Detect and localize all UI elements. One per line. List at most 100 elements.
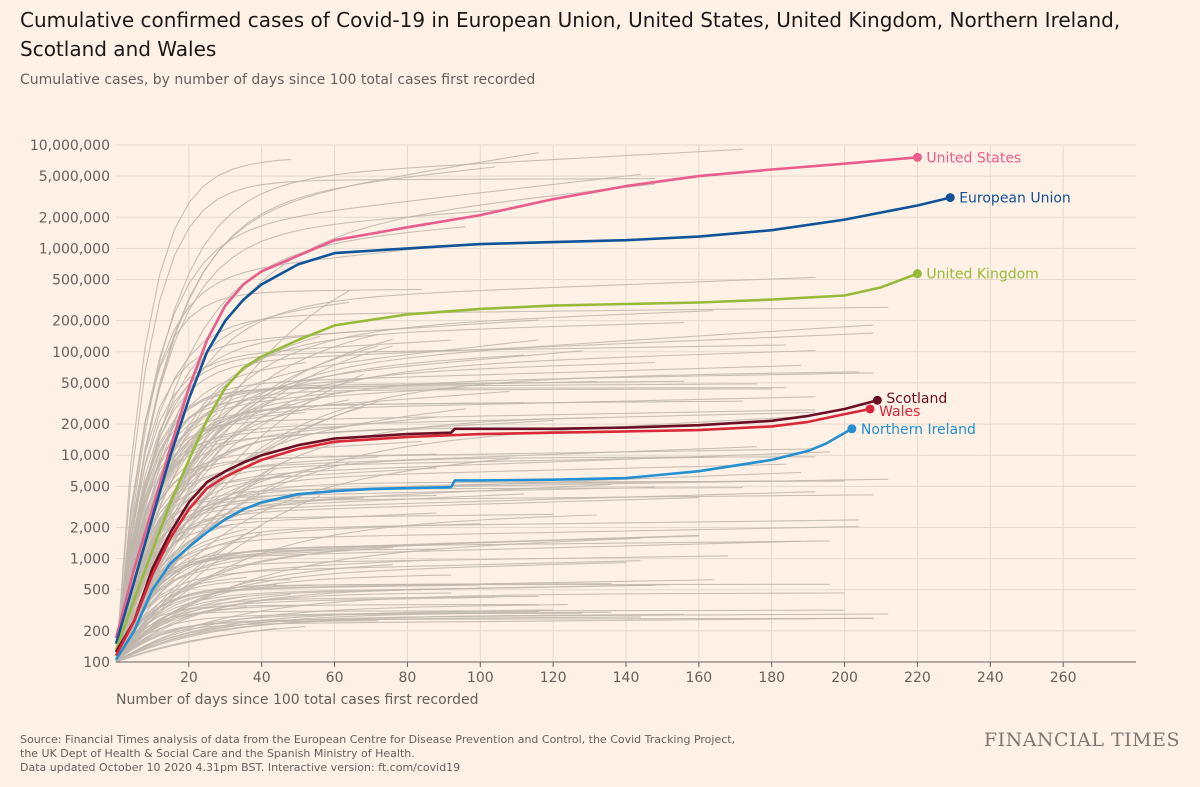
x-tick-label: 20 <box>180 670 198 686</box>
series-line <box>114 407 871 657</box>
y-tick-label: 200,000 <box>52 314 110 330</box>
background-country-line <box>115 584 481 663</box>
x-tick-label: 160 <box>685 670 712 686</box>
y-tick-label: 500,000 <box>52 273 110 289</box>
background-country-line <box>115 523 233 663</box>
y-tick-label: 100 <box>83 655 110 671</box>
background-country-line <box>115 523 481 663</box>
background-country-line <box>115 372 874 663</box>
background-country-line <box>115 560 641 663</box>
background-country-line <box>115 416 801 663</box>
background-country-line <box>115 448 816 663</box>
background-country-line <box>115 339 539 663</box>
x-tick-label: 140 <box>613 670 640 686</box>
background-country-line <box>115 493 525 663</box>
background-country-line <box>115 596 495 663</box>
series-label: United Kingdom <box>926 267 1038 283</box>
background-country-line <box>115 158 291 663</box>
background-country-line <box>115 383 758 663</box>
background-country-line <box>115 471 801 663</box>
background-country-line <box>115 409 816 663</box>
background-country-line <box>115 603 539 663</box>
series-label: Scotland <box>886 391 947 407</box>
series-end-dot <box>912 269 922 279</box>
highlighted-series: United States European Union United Kingdo… <box>114 150 1071 661</box>
background-country-line <box>115 345 394 663</box>
background-country-line <box>115 592 452 663</box>
background-country-line <box>115 584 656 663</box>
background-country-line <box>115 350 583 663</box>
y-tick-label: 50,000 <box>61 376 110 392</box>
background-country-line <box>115 617 874 663</box>
background-country-line <box>115 226 466 663</box>
y-tick-label: 20,000 <box>61 417 110 433</box>
background-country-line <box>115 540 801 663</box>
y-tick-label: 500 <box>83 583 110 599</box>
axes: 100 200 500 1,000 2,000 5,000 10,000 20,000 50,0… <box>30 138 1136 686</box>
series-end-dot <box>945 193 955 203</box>
background-country-line <box>115 613 685 663</box>
y-tick-label: 1,000 <box>70 552 110 568</box>
source-line: the UK Dept of Health & Social Care and … <box>20 747 415 760</box>
background-country-line <box>115 178 656 663</box>
series-end-dot <box>872 395 882 405</box>
x-tick-label: 40 <box>253 670 271 686</box>
series-end-dot <box>847 424 857 434</box>
series-line <box>114 398 878 653</box>
background-country-line <box>115 456 714 663</box>
chart-subtitle: Cumulative cases, by number of days sinc… <box>20 72 536 88</box>
ft-logo: FINANCIAL TIMES <box>983 729 1180 751</box>
series-label: Wales <box>879 404 920 420</box>
x-tick-label: 180 <box>758 670 785 686</box>
background-country-line <box>115 166 495 663</box>
background-country-line <box>115 319 539 663</box>
background-country-line <box>115 525 860 663</box>
background-country-line <box>115 152 539 663</box>
background-country-line <box>115 361 306 663</box>
background-country-line <box>115 519 860 663</box>
y-tick-label: 200 <box>83 624 110 640</box>
series-end-dot <box>865 404 875 414</box>
background-country-line <box>115 364 801 663</box>
series-line <box>114 272 918 651</box>
x-tick-label: 100 <box>467 670 494 686</box>
background-country-lines <box>115 148 889 663</box>
background-country-line <box>115 344 787 663</box>
source-line: Source: Financial Times analysis of data… <box>20 733 736 746</box>
background-country-line <box>115 579 291 663</box>
background-country-line <box>115 535 699 663</box>
background-country-line <box>115 627 277 663</box>
background-country-line <box>115 617 874 663</box>
x-axis-label: Number of days since 100 total cases fir… <box>116 692 479 708</box>
background-country-line <box>115 350 816 663</box>
background-country-line <box>115 387 787 663</box>
series-line <box>114 427 853 661</box>
background-country-line <box>115 148 743 663</box>
background-country-line <box>115 562 627 663</box>
background-country-line <box>115 333 379 663</box>
background-country-line <box>115 480 845 663</box>
background-country-line <box>115 332 874 663</box>
background-country-line <box>115 513 554 663</box>
background-country-line <box>115 609 845 663</box>
background-country-line <box>115 301 350 663</box>
background-country-line <box>115 616 641 663</box>
background-country-line <box>115 611 612 663</box>
background-country-line <box>115 559 437 663</box>
grid-lines <box>116 144 1136 663</box>
x-tick-label: 60 <box>326 670 344 686</box>
y-tick-label: 100,000 <box>52 345 110 361</box>
background-country-line <box>115 593 291 663</box>
series-label: European Union <box>959 191 1071 207</box>
chart-title: Cumulative confirmed cases of Covid-19 i… <box>20 8 1121 61</box>
background-country-line <box>115 491 816 663</box>
x-tick-label: 260 <box>1050 670 1077 686</box>
background-country-line <box>115 555 729 663</box>
background-country-line <box>115 537 641 663</box>
background-country-line <box>115 451 831 663</box>
background-country-line <box>115 276 816 663</box>
background-country-line <box>115 610 539 663</box>
x-tick-label: 240 <box>977 670 1004 686</box>
y-tick-label: 10,000 <box>61 448 110 464</box>
